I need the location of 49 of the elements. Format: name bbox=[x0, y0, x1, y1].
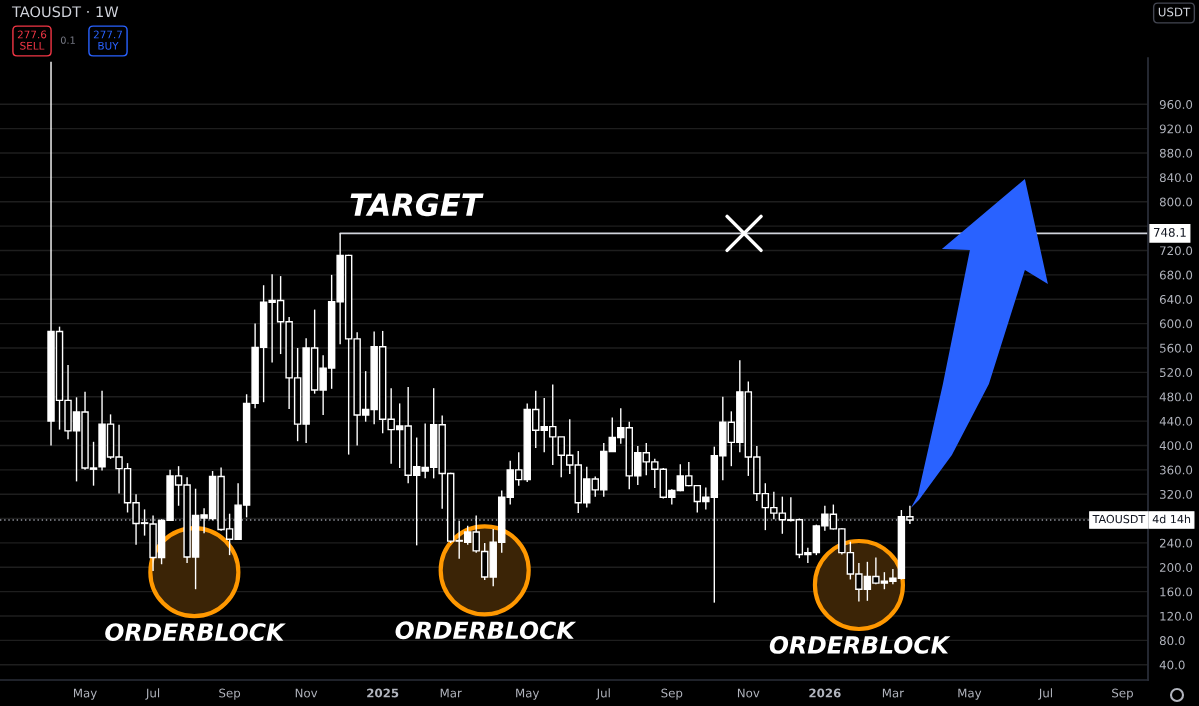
y-tick-label: 160.0 bbox=[1160, 587, 1193, 597]
y-tick-label: 920.0 bbox=[1159, 124, 1193, 134]
x-tick-label: May bbox=[73, 688, 97, 700]
y-tick-label: 240.0 bbox=[1159, 538, 1193, 548]
x-tick-label: Mar bbox=[440, 688, 462, 698]
y-tick-label: 520.0 bbox=[1160, 368, 1193, 377]
y-tick-label: 400.0 bbox=[1159, 441, 1193, 451]
x-tick-label: Jul bbox=[596, 688, 610, 700]
y-tick-label: 560.0 bbox=[1160, 343, 1193, 353]
y-tick-label: 120.0 bbox=[1160, 611, 1193, 621]
annotation: ORDERBLOCK bbox=[769, 635, 951, 654]
y-tick-label: 640.0 bbox=[1159, 294, 1193, 304]
x-tick-label: Sep bbox=[661, 688, 683, 700]
x-tick-label: May bbox=[958, 688, 982, 700]
ref-line-label: TAOUSDT bbox=[1092, 514, 1146, 524]
y-tick-label: 800.0 bbox=[1159, 197, 1193, 207]
x-tick-label: Jul bbox=[1038, 688, 1052, 700]
y-tick-label: 200.0 bbox=[1159, 563, 1193, 572]
text: 277.6 SELL bbox=[17, 30, 47, 50]
x-tick-label: Nov bbox=[295, 688, 318, 698]
data-label: 748.1 bbox=[1153, 227, 1186, 237]
text: 4d 14h bbox=[1152, 514, 1191, 524]
x-tick-label: Sep bbox=[1112, 688, 1133, 700]
text: 277.7 BUY bbox=[93, 30, 123, 50]
y-tick-label: 840.0 bbox=[1159, 173, 1193, 183]
x-tick-label: 2025 bbox=[367, 688, 399, 698]
x-tick-label: Nov bbox=[737, 688, 760, 698]
y-tick-label: 960.0 bbox=[1159, 100, 1193, 109]
y-axis-title: USDT bbox=[1158, 7, 1191, 17]
y-tick-label: 600.0 bbox=[1159, 319, 1193, 329]
text: 0.1 bbox=[60, 36, 75, 44]
y-tick-label: 440.0 bbox=[1159, 416, 1193, 426]
x-tick-label: Jul bbox=[145, 688, 160, 700]
y-tick-label: 680.0 bbox=[1159, 270, 1193, 280]
y-tick-label: 720.0 bbox=[1160, 246, 1193, 256]
y-tick-label: 880.0 bbox=[1159, 148, 1193, 158]
x-tick-label: 2026 bbox=[809, 688, 841, 698]
x-tick-label: Sep bbox=[219, 688, 241, 700]
annotation: ORDERBLOCK bbox=[395, 621, 577, 640]
y-tick-label: 360.0 bbox=[1160, 465, 1193, 475]
y-tick-label: 40.0 bbox=[1159, 660, 1185, 670]
y-tick-label: 320.0 bbox=[1160, 489, 1193, 499]
annotation: ORDERBLOCK bbox=[105, 623, 286, 641]
annotation: TARGET bbox=[350, 193, 484, 217]
y-tick-label: 480.0 bbox=[1159, 392, 1193, 402]
chart-title: TAOUSDT · 1W bbox=[11, 6, 119, 18]
y-tick-label: 80.0 bbox=[1159, 636, 1185, 646]
x-tick-label: May bbox=[516, 688, 540, 700]
x-tick-label: Mar bbox=[882, 688, 905, 698]
